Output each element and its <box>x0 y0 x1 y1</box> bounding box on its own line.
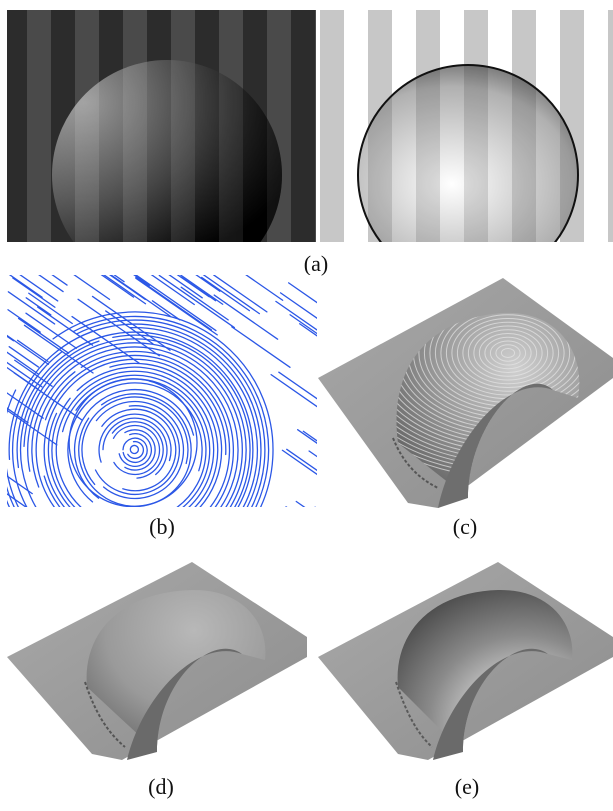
panel-b-stroke-field <box>7 275 317 507</box>
caption-d: (d) <box>148 774 174 799</box>
panel-d-surface <box>7 562 307 760</box>
panel-e-surface <box>318 562 613 760</box>
caption-c: (c) <box>452 514 478 539</box>
panel-a-right-image <box>320 10 613 242</box>
caption-e: (e) <box>454 774 480 799</box>
caption-a: (a) <box>303 251 329 276</box>
panel-c-surface <box>318 278 613 508</box>
panel-a-left-image <box>7 10 316 242</box>
caption-b: (b) <box>149 514 175 539</box>
